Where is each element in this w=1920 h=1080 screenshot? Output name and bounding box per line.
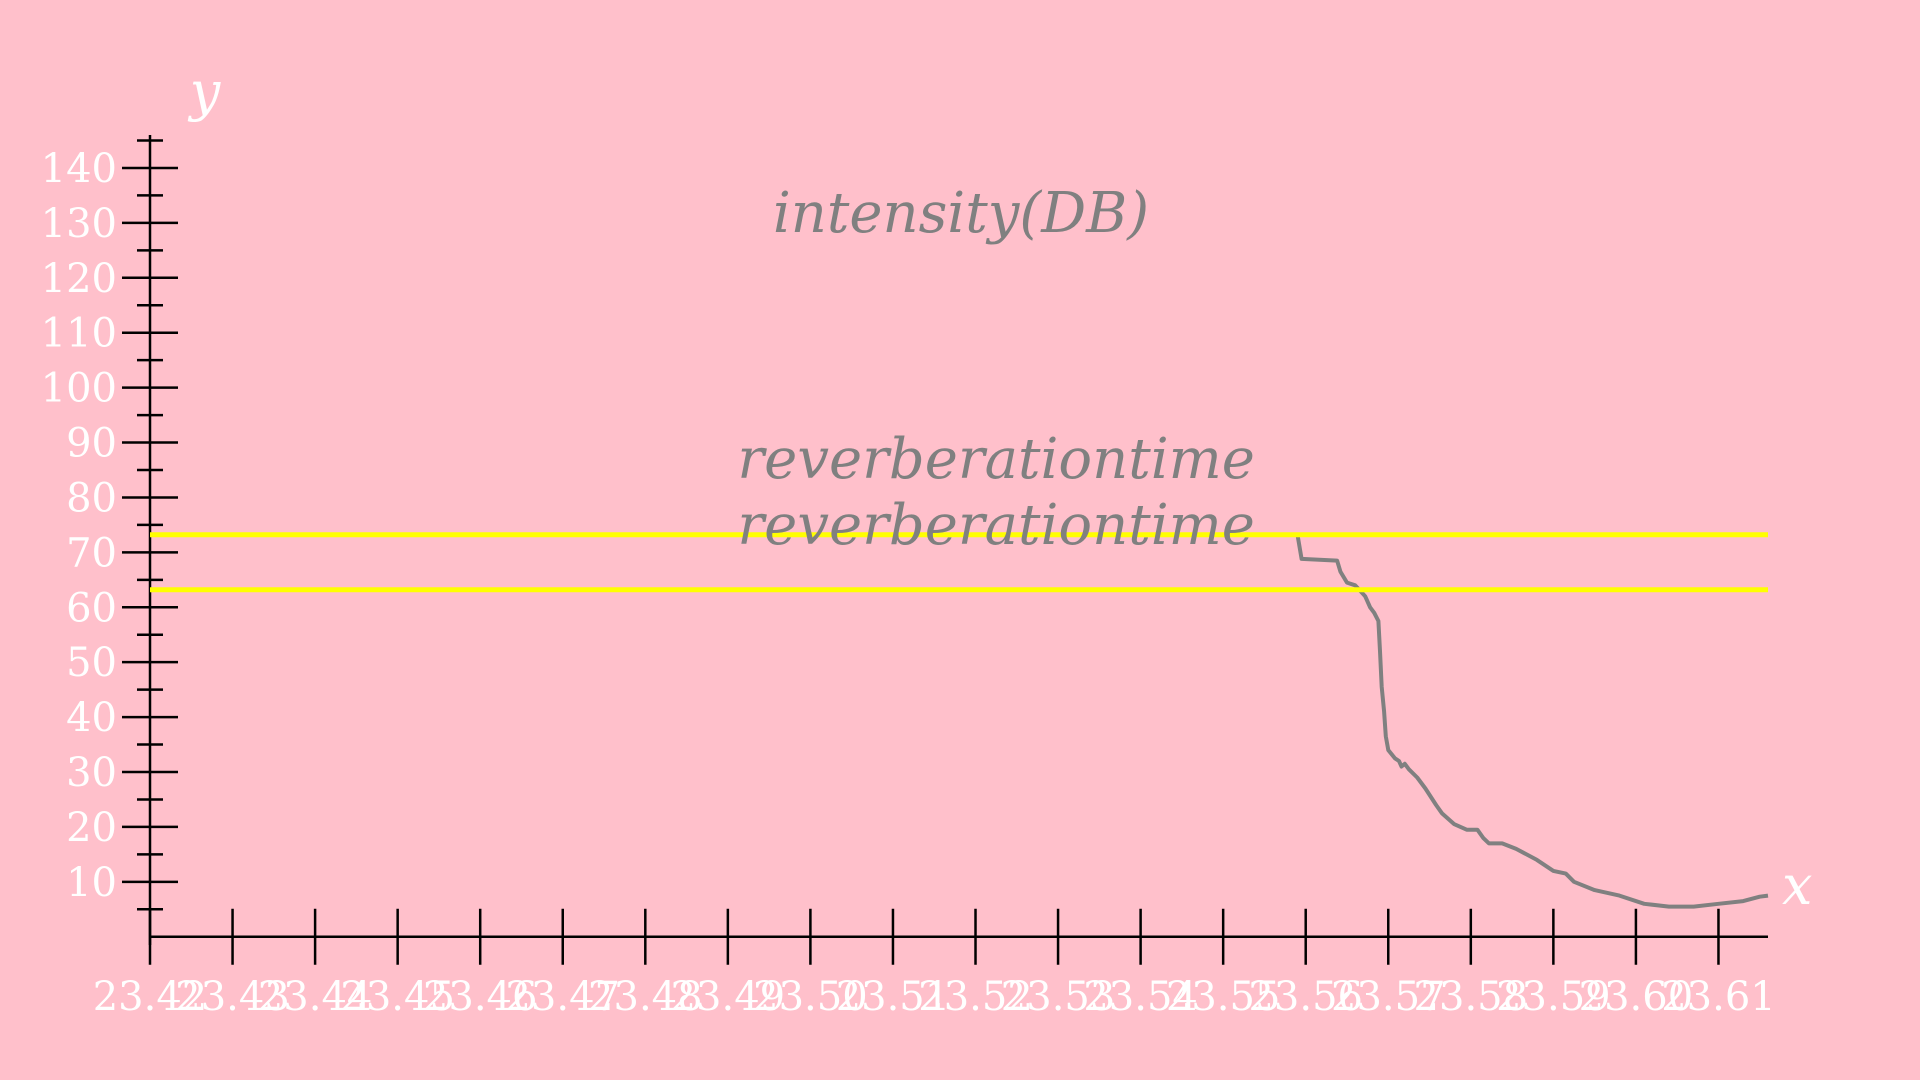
x-tick-label: 23.53 [1001, 974, 1116, 1020]
x-tick-label: 23.57 [1331, 974, 1446, 1020]
x-tick-label: 23.44 [258, 974, 373, 1020]
x-tick-label: 23.59 [1496, 974, 1611, 1020]
x-tick-label: 23.55 [1166, 974, 1281, 1020]
x-tick-label: 23.49 [671, 974, 786, 1020]
y-tick-label: 20 [66, 805, 117, 851]
y-tick-label: 10 [66, 860, 117, 906]
x-tick-label: 23.45 [340, 974, 455, 1020]
x-tick-label: 23.58 [1414, 974, 1529, 1020]
x-axis-label: x [1782, 854, 1812, 917]
x-tick-label: 23.42 [93, 974, 208, 1020]
x-tick-label: 23.56 [1248, 974, 1363, 1020]
annotation-label: reverberationtime [737, 427, 1254, 492]
x-tick-label: 23.50 [753, 974, 868, 1020]
annotation-label: reverberationtime [737, 493, 1254, 558]
ticks: 23.4223.4323.4423.4523.4623.4723.4823.49… [41, 139, 1776, 1020]
y-tick-label: 110 [41, 311, 117, 357]
y-tick-label: 100 [41, 366, 117, 412]
y-tick-label: 50 [66, 640, 117, 686]
chart-title: intensity(DB) [773, 181, 1149, 246]
x-tick-label: 23.43 [175, 974, 290, 1020]
x-tick-label: 23.51 [836, 974, 951, 1020]
y-axis-label: y [188, 60, 222, 123]
series [150, 532, 1769, 909]
axes [148, 135, 1768, 945]
x-tick-label: 23.52 [918, 974, 1033, 1020]
x-tick-label: 23.46 [423, 974, 538, 1020]
x-tick-label: 23.47 [505, 974, 620, 1020]
y-tick-label: 70 [66, 530, 117, 576]
x-tick-label: 23.48 [588, 974, 703, 1020]
y-tick-label: 140 [41, 146, 117, 192]
y-tick-label: 90 [66, 421, 117, 467]
y-tick-label: 80 [66, 475, 117, 521]
y-tick-label: 120 [41, 256, 117, 302]
x-tick-label: 23.54 [1083, 974, 1198, 1020]
y-tick-label: 30 [66, 750, 117, 796]
y-tick-label: 40 [66, 695, 117, 741]
y-tick-label: 60 [66, 585, 117, 631]
x-tick-label: 23.61 [1661, 974, 1776, 1020]
labels: intensity(DB) x y reverberationtimerever… [188, 60, 1813, 917]
y-tick-label: 130 [41, 201, 117, 247]
x-tick-label: 23.60 [1579, 974, 1694, 1020]
